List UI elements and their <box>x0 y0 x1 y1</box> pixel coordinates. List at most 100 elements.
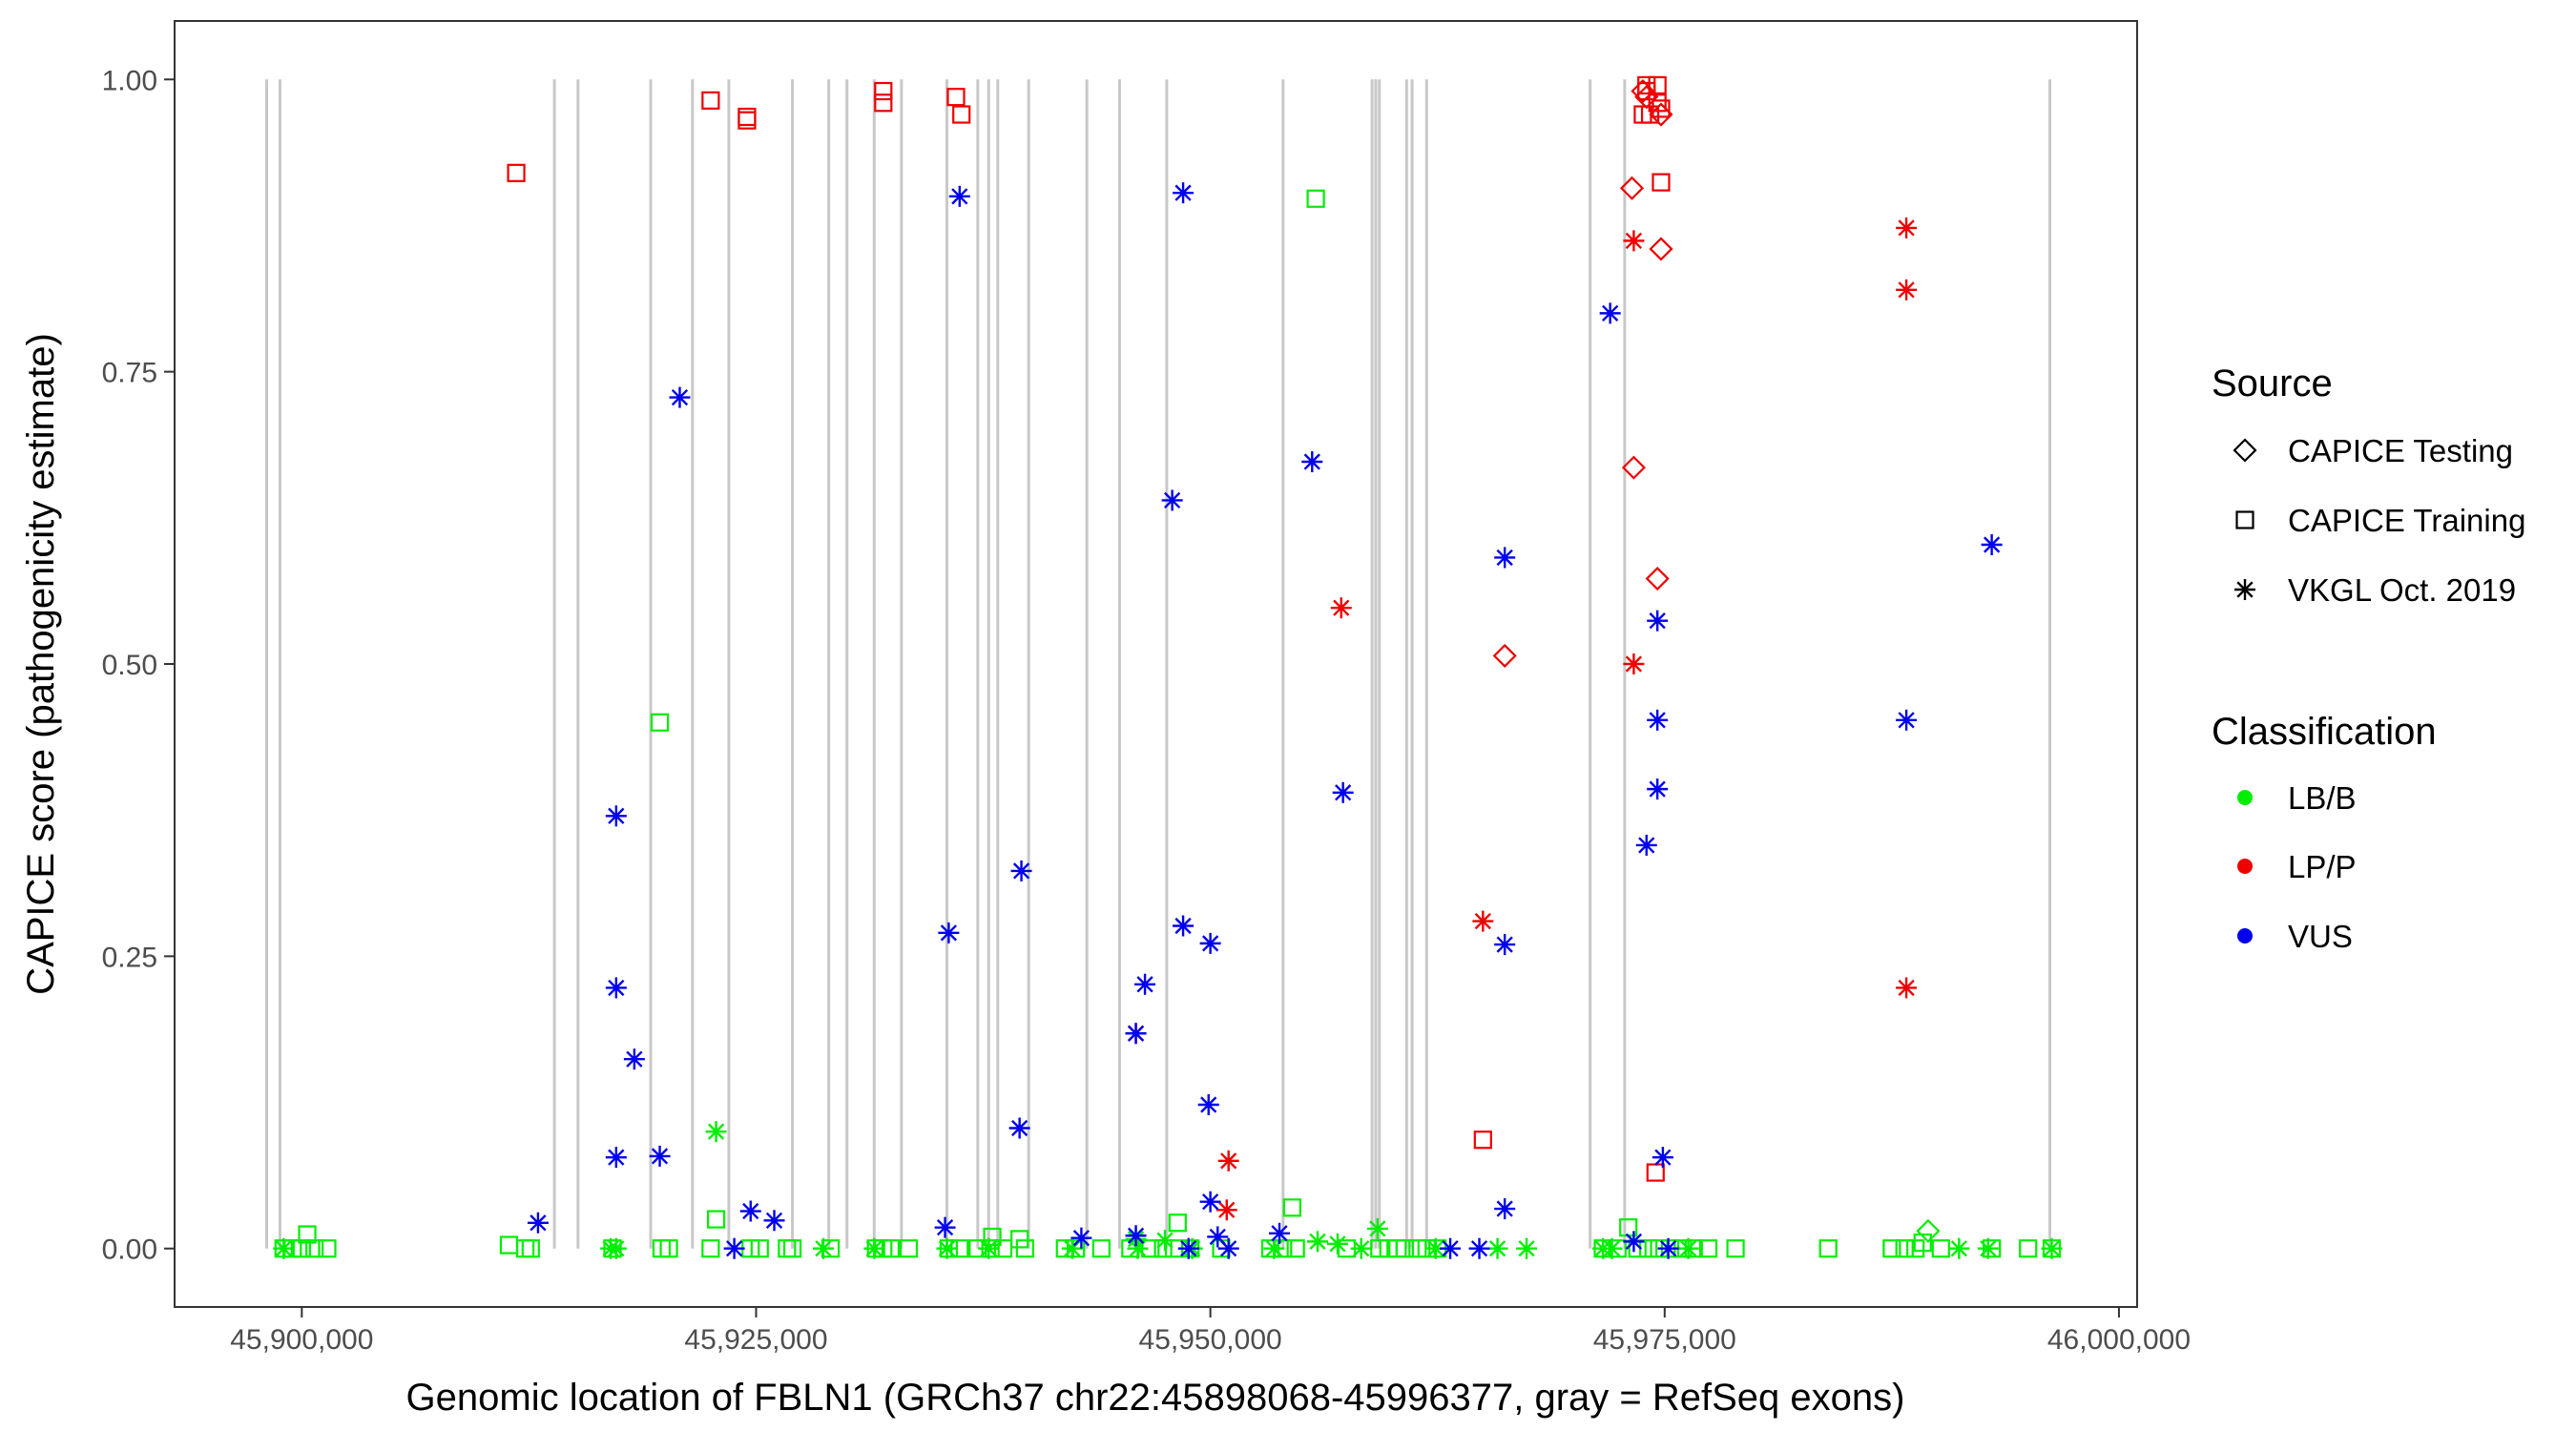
legend-source-label: VKGL Oct. 2019 <box>2288 572 2516 608</box>
data-point <box>938 922 960 944</box>
data-point <box>948 185 970 207</box>
data-point <box>659 1239 678 1258</box>
data-point <box>946 88 966 107</box>
data-point <box>318 1239 337 1258</box>
data-point <box>1645 566 1670 591</box>
data-point <box>1652 1147 1673 1169</box>
data-point <box>1631 78 1655 104</box>
data-point <box>1677 1237 1699 1259</box>
data-point <box>1648 93 1667 113</box>
legend: Source CAPICE Testing CAPICE Training VK… <box>2212 363 2525 954</box>
y-tick-label: 0.75 <box>102 358 157 389</box>
data-point <box>521 1239 540 1258</box>
data-point <box>1913 1233 1932 1253</box>
data-point <box>1623 230 1645 252</box>
data-point <box>1168 1213 1187 1233</box>
data-point <box>1652 173 1671 192</box>
data-point <box>1635 834 1657 856</box>
data-point <box>723 1237 745 1259</box>
data-point <box>1473 1130 1492 1150</box>
data-point <box>623 1048 645 1070</box>
data-point <box>1647 778 1669 800</box>
data-point <box>1440 1237 1462 1259</box>
data-point <box>1125 1225 1147 1247</box>
data-point <box>1647 610 1669 632</box>
legend-class-key <box>2237 928 2253 944</box>
data-point <box>701 91 720 110</box>
data-point <box>1307 1231 1329 1253</box>
data-point <box>1134 973 1156 995</box>
x-tick-label: 45,925,000 <box>684 1324 827 1356</box>
data-point <box>737 111 757 130</box>
data-point <box>1619 176 1645 200</box>
exon-layer <box>265 79 2052 1249</box>
data-point <box>1010 860 1032 881</box>
data-point <box>1263 1237 1285 1259</box>
data-point <box>1424 1237 1446 1259</box>
data-point <box>650 713 670 732</box>
data-point <box>1698 1239 1718 1258</box>
legend-source-label: CAPICE Testing <box>2288 433 2513 468</box>
data-point <box>1350 1237 1372 1259</box>
data-point <box>1916 1218 1941 1243</box>
legend-class-label: LB/B <box>2288 780 2357 816</box>
series-vkgl-oct-2019-vus <box>527 182 2003 1259</box>
data-point <box>1895 1239 1914 1258</box>
data-point <box>782 1239 802 1258</box>
data-point <box>1332 781 1354 803</box>
data-point <box>669 386 691 408</box>
data-point <box>899 1239 919 1258</box>
legend-classification-title: Classification <box>2212 711 2437 753</box>
data-point <box>1008 1117 1030 1139</box>
data-point <box>1161 489 1183 511</box>
y-tick-label: 0.00 <box>102 1234 157 1266</box>
x-tick-label: 45,900,000 <box>230 1324 373 1356</box>
data-point <box>1217 1150 1239 1172</box>
data-point <box>649 1145 671 1167</box>
legend-source-label: CAPICE Training <box>2288 503 2525 538</box>
data-point <box>750 1239 769 1258</box>
data-point <box>1173 915 1195 937</box>
data-point <box>1977 1237 1999 1259</box>
data-point <box>605 805 627 827</box>
legend-class-vus: VUS <box>2237 919 2353 954</box>
legend-class-lpp: LP/P <box>2237 849 2357 884</box>
data-point <box>605 1237 627 1259</box>
data-point <box>1395 1239 1415 1258</box>
data-point <box>1330 597 1352 619</box>
data-point <box>1882 1239 1901 1258</box>
data-point <box>1623 1231 1645 1253</box>
legend-class-key <box>2237 859 2253 874</box>
series-capice-testing-lbb <box>1916 1218 1941 1243</box>
data-point <box>273 1237 295 1259</box>
data-point <box>1199 932 1221 954</box>
data-point <box>1494 1198 1516 1220</box>
data-point <box>1010 1230 1029 1249</box>
data-point <box>1306 189 1325 208</box>
legend-class-lbb: LB/B <box>2237 780 2357 816</box>
data-point <box>763 1210 785 1232</box>
legend-source-capice-training: CAPICE Training <box>2235 503 2525 538</box>
x-tick-label: 45,975,000 <box>1593 1324 1736 1356</box>
y-tick-label: 1.00 <box>102 65 157 96</box>
point-layer <box>273 75 2063 1259</box>
data-point <box>1896 977 1918 999</box>
data-point <box>812 1237 834 1259</box>
data-point <box>1623 653 1645 674</box>
series-vkgl-oct-2019-lbb <box>273 1121 2063 1259</box>
data-point <box>1217 1237 1239 1259</box>
data-point <box>1215 1199 1237 1221</box>
x-axis: 45,900,000 45,925,000 45,950,000 45,975,000… <box>230 1307 2191 1356</box>
data-point <box>2019 1239 2038 1258</box>
data-point <box>1896 279 1918 301</box>
data-point <box>1154 1230 1176 1252</box>
data-point <box>305 1239 324 1258</box>
data-point <box>936 1237 958 1259</box>
y-axis-title: CAPICE score (pathogenicity estimate) <box>20 333 62 995</box>
data-point <box>1896 709 1918 731</box>
legend-source-capice-testing: CAPICE Testing <box>2233 433 2513 468</box>
data-point <box>1948 1237 1970 1259</box>
data-point <box>1648 75 1667 95</box>
data-point <box>1177 1237 1199 1259</box>
